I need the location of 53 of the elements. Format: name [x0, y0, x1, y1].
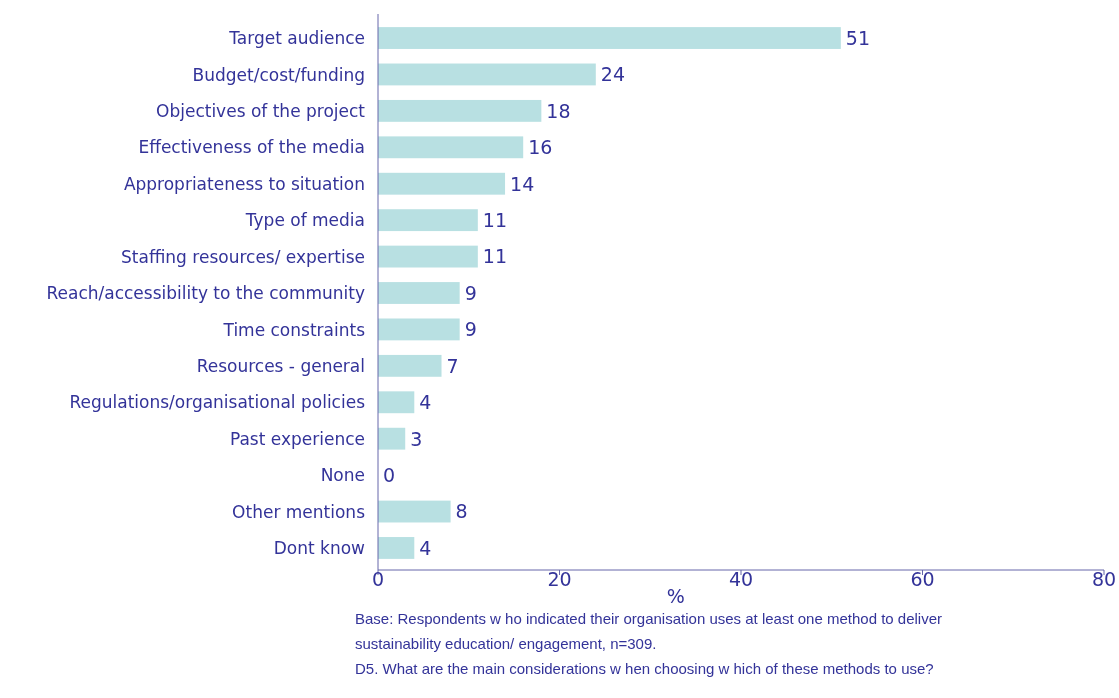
data-label: 11	[482, 245, 508, 268]
y-tick-label: Appropriateness to situation	[123, 173, 365, 194]
y-tick-label: Objectives of the project	[156, 101, 366, 121]
data-label: 51	[845, 26, 871, 49]
bar	[378, 245, 478, 268]
x-tick-label: 60	[910, 568, 935, 590]
data-label: 0	[383, 463, 396, 486]
y-tick-label: Resources - general	[196, 355, 365, 376]
bar	[378, 136, 524, 159]
text: Base: Respondents w ho indicated their organisation uses at least one method to deliver	[355, 610, 943, 627]
data-label: 3	[410, 427, 423, 450]
data-label: 14	[510, 172, 535, 195]
bar	[378, 282, 460, 304]
y-tick-label: Time constraints	[222, 319, 366, 340]
data-label: 9	[464, 318, 477, 341]
data-label: 9	[464, 281, 477, 304]
data-label: 11	[482, 208, 508, 231]
x-tick-label: 0	[371, 568, 385, 590]
y-tick-label: Regulations/organisational policies	[69, 392, 366, 413]
bar	[378, 537, 415, 559]
data-label: 4	[419, 391, 432, 414]
data-label: 8	[455, 500, 468, 523]
y-tick-label: Dont know	[273, 538, 366, 559]
text: D5. What are the main considerations w hen choosing w hich of these methods to use?	[355, 660, 934, 677]
x-axis-title: %	[666, 585, 685, 607]
bar	[378, 391, 415, 414]
bar	[378, 427, 406, 450]
data-label: 7	[446, 354, 459, 377]
y-tick-label: Reach/accessibility to the community	[46, 283, 365, 304]
y-tick-label: Staffing resources/ expertise	[121, 246, 365, 267]
y-tick-label: Past experience	[229, 428, 365, 449]
bar	[378, 209, 478, 232]
bar	[378, 99, 542, 122]
data-label: 18	[546, 99, 571, 122]
y-tick-label: None	[320, 465, 365, 486]
bar	[378, 354, 442, 377]
bar	[378, 500, 451, 523]
x-tick-label: 80	[1091, 568, 1117, 590]
y-tick-label: Effectiveness of the media	[138, 137, 365, 158]
bar	[378, 27, 841, 49]
data-label: 16	[528, 136, 553, 159]
text: sustainability education/ engagement, n=309.	[355, 635, 657, 652]
bar	[378, 318, 460, 341]
data-label: 24	[600, 63, 625, 86]
y-tick-label: Type of media	[244, 210, 365, 231]
x-tick-label: 40	[728, 568, 754, 590]
bar	[378, 63, 596, 86]
data-label: 4	[419, 536, 432, 559]
y-tick-label: Target audience	[228, 28, 365, 49]
y-tick-label: Budget/cost/funding	[192, 64, 365, 85]
y-tick-label: Other mentions	[232, 501, 366, 522]
bar	[378, 172, 506, 195]
x-tick-label: 20	[547, 568, 572, 590]
